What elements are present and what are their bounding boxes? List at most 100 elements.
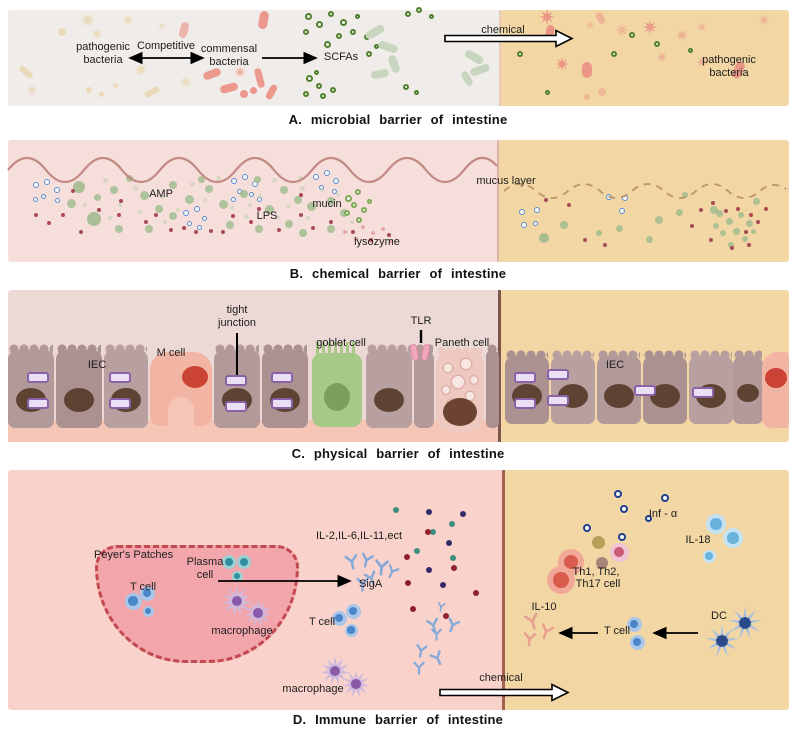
amp-ring xyxy=(32,196,38,202)
bacterium-dot xyxy=(98,91,104,97)
mucus-droplet xyxy=(327,225,335,233)
siga-antibody-icon xyxy=(425,617,441,633)
mucus-droplet xyxy=(118,203,122,207)
siga-antibody-icon xyxy=(412,661,426,675)
label-mucus-layer: mucus layer xyxy=(476,175,536,187)
amp-ring xyxy=(54,187,60,193)
cytokine-dot xyxy=(449,521,455,527)
lysozyme-dot xyxy=(699,208,703,212)
mucus-droplet xyxy=(327,197,335,205)
mucus-droplet xyxy=(255,225,263,233)
mucus-droplet xyxy=(720,230,726,236)
mucus-droplet xyxy=(248,203,252,207)
panel-b-chemical-left xyxy=(8,140,498,262)
caption-a: A. microbial barrier of intestine xyxy=(288,112,508,127)
mucus-droplet xyxy=(108,216,112,220)
mucus-droplet xyxy=(560,221,568,229)
amp-ring xyxy=(532,220,538,226)
label-dc: DC xyxy=(711,610,727,622)
lysozyme-dot xyxy=(47,221,51,225)
mucus-droplet xyxy=(110,186,118,194)
mucus-droplet xyxy=(184,194,194,204)
mucus-droplet xyxy=(230,206,234,210)
mucus-droplet xyxy=(155,205,163,213)
t-cell xyxy=(345,603,361,619)
label-scfas: SCFAs xyxy=(323,51,359,63)
lysozyme-dot xyxy=(709,238,713,242)
lysozyme-dot xyxy=(351,230,355,234)
mucus-droplet xyxy=(713,223,719,229)
t-cell xyxy=(626,616,642,632)
siga-antibody-icon xyxy=(430,628,443,641)
plasma-cell xyxy=(222,555,236,569)
scfa-dot xyxy=(303,91,309,97)
amp-ring xyxy=(40,193,46,199)
t-cell xyxy=(142,605,154,617)
scfa-dot xyxy=(323,40,331,48)
label-t-cell-right: T cell xyxy=(603,625,631,637)
cytokine-dot xyxy=(430,529,436,535)
lysozyme-dot xyxy=(97,208,101,212)
label-competitive: Competitive xyxy=(136,40,196,52)
lysozyme-dot xyxy=(369,238,373,242)
lysozyme-dot xyxy=(311,226,315,230)
mucus-droplet xyxy=(286,204,290,208)
lysozyme-dot xyxy=(736,207,740,211)
mucus-droplet xyxy=(276,216,280,220)
t-cell xyxy=(124,592,142,610)
cytokine-dot xyxy=(426,567,432,573)
label-il10: IL-10 xyxy=(531,601,557,613)
mucus-droplet xyxy=(240,190,248,198)
lysozyme-dot xyxy=(257,207,261,211)
lysozyme-dot xyxy=(756,220,760,224)
siga-antibody-icon xyxy=(385,564,400,579)
amp-ring xyxy=(331,188,337,194)
mucus-droplet xyxy=(738,212,744,218)
siga-antibody-icon xyxy=(429,649,445,666)
lysozyme-dot xyxy=(724,209,728,213)
mucin-ring xyxy=(344,210,350,216)
secretion-dot xyxy=(343,230,347,234)
cytokine-dot xyxy=(440,582,446,588)
tight-junction xyxy=(271,398,293,409)
il10-antibody-icon xyxy=(538,623,555,640)
lysozyme-dot xyxy=(79,230,83,234)
label-amp: AMP xyxy=(149,188,173,200)
tight-junction xyxy=(692,387,714,398)
cytokine-dot xyxy=(414,548,420,554)
bacterium-dot xyxy=(86,87,92,93)
il18-cell xyxy=(706,514,726,534)
scfa-dot xyxy=(403,84,409,90)
pathogen-star xyxy=(675,28,689,42)
label-il18: IL-18 xyxy=(685,534,711,546)
label-chemical-a: chemical xyxy=(481,24,525,36)
th-cell xyxy=(609,542,629,562)
mucus-droplet xyxy=(102,177,108,183)
mucin-ring xyxy=(361,207,367,213)
pathogen-dot xyxy=(584,94,590,100)
bacterium-star xyxy=(26,84,38,96)
scfa-dot xyxy=(339,18,347,26)
mucin-ring xyxy=(356,217,362,223)
label-macrophage-mid: macrophage xyxy=(282,683,344,695)
label-iec-right: IEC xyxy=(605,359,625,371)
panel-d-divider xyxy=(502,470,505,710)
amp-ring xyxy=(201,215,207,221)
scfa-dot xyxy=(316,83,322,89)
scfa-dot xyxy=(687,47,693,53)
pathogen-star xyxy=(758,14,770,26)
pathogen-star xyxy=(615,23,629,37)
mucin-ring xyxy=(366,198,372,204)
panel-c-divider xyxy=(498,290,501,442)
label-iec-left: IEC xyxy=(87,359,107,371)
mucus-droplet xyxy=(93,193,101,201)
amp-ring xyxy=(231,178,237,184)
cytokine-dot xyxy=(410,606,416,612)
scfa-dot xyxy=(354,13,360,19)
amp-ring xyxy=(248,191,254,197)
mucus-droplet xyxy=(271,177,277,183)
scfa-dot xyxy=(366,51,372,57)
cytokine-dot xyxy=(443,613,449,619)
mucus-droplet xyxy=(682,192,688,198)
label-tight-junction: tight junction xyxy=(218,304,256,329)
